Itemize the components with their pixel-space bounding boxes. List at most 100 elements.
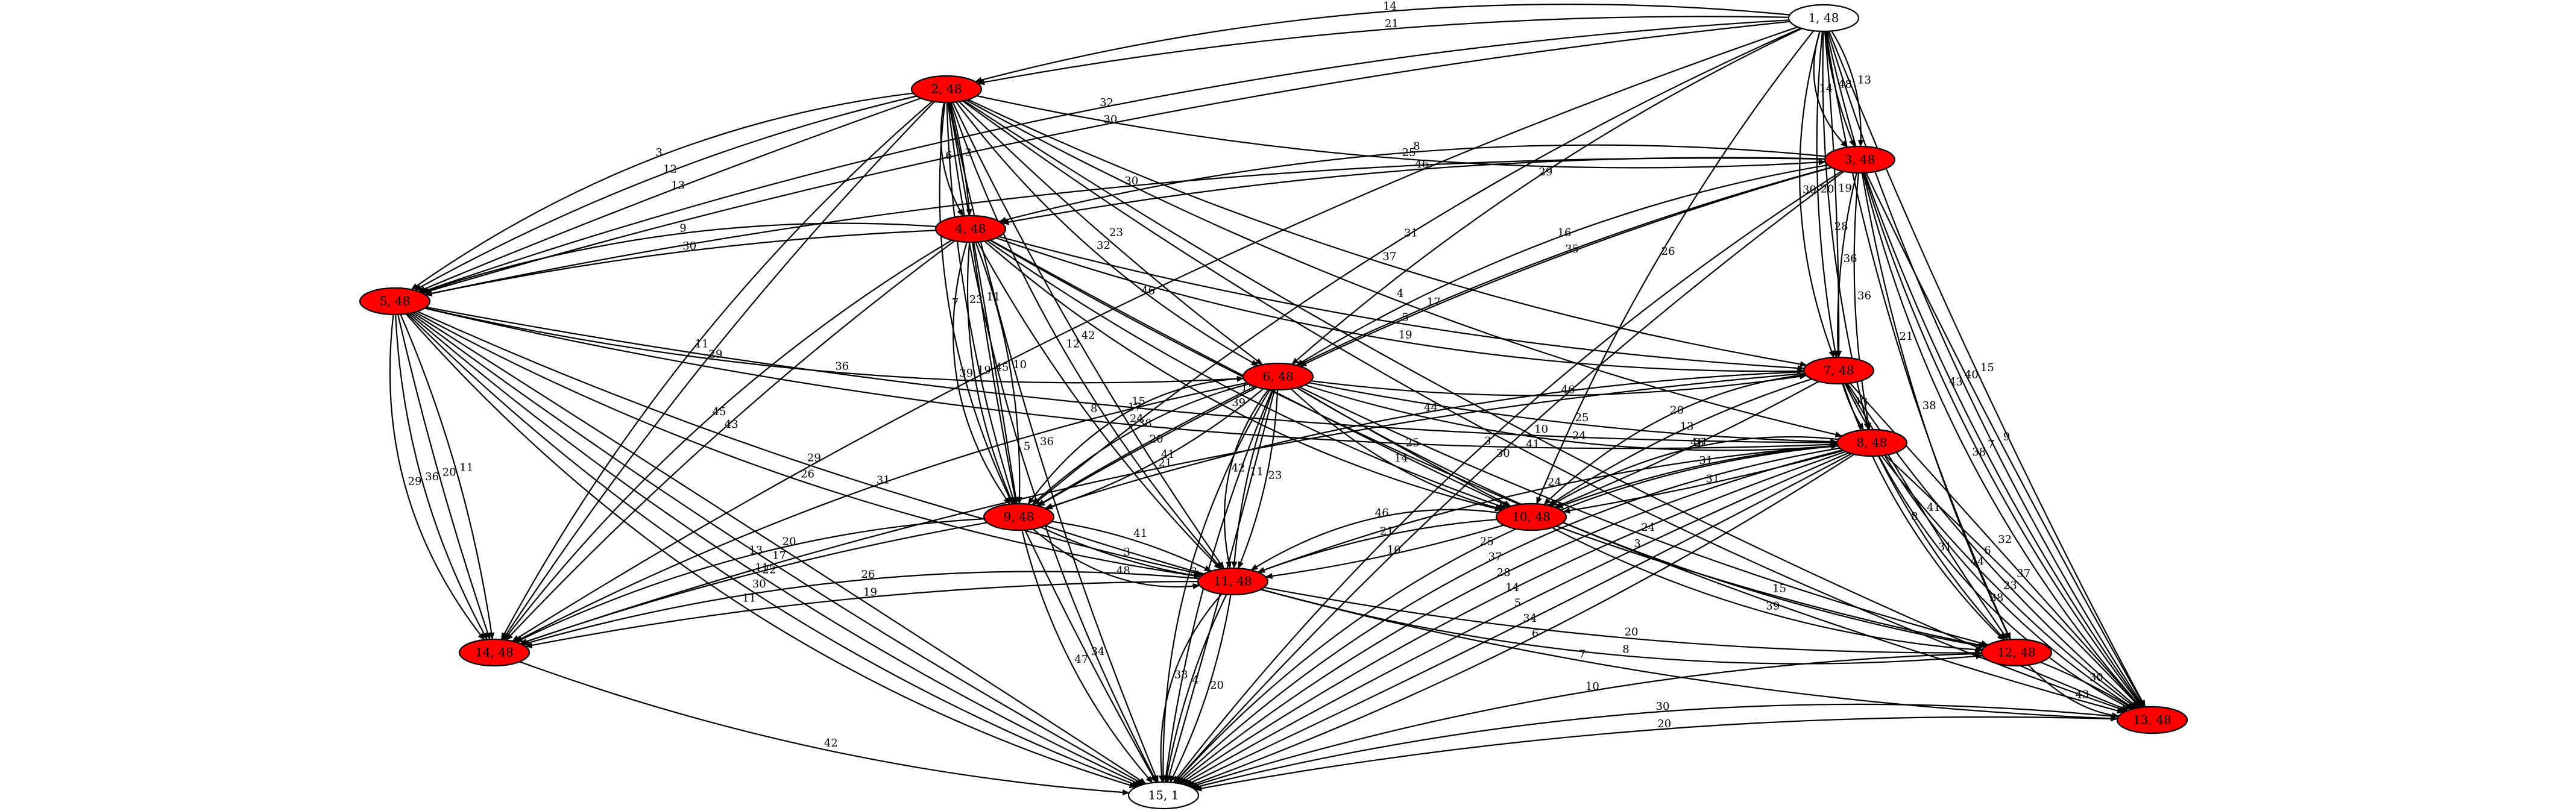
- edge-weight-label: 38: [1138, 417, 1152, 430]
- edge-3-4: [998, 144, 1826, 223]
- node-7: 7, 48: [1803, 356, 1875, 385]
- edge-weight-label: 32: [1998, 533, 2012, 546]
- edge-14-15: [519, 661, 1130, 796]
- edge-5-11: [417, 310, 1204, 577]
- node-ellipse: [1824, 145, 1896, 174]
- edge-8-15: [1176, 447, 1840, 784]
- edge-weight-label: 38: [1972, 446, 1986, 459]
- edge-7-10: [1554, 381, 1819, 508]
- node-3: 3, 48: [1824, 145, 1896, 174]
- node-label: 13, 48: [2133, 713, 2171, 727]
- edge-9-11: [1032, 528, 1200, 589]
- edge-weight-label: 20: [1625, 625, 1639, 638]
- edge-13-15: [1194, 716, 2118, 792]
- edge-1-6: [1291, 28, 1803, 365]
- edge-3-13: [1863, 172, 2144, 708]
- edge-6-12: [1296, 387, 1986, 649]
- edge-4-5: [424, 230, 936, 296]
- node-label: 14, 48: [475, 645, 514, 660]
- node-1: 1, 48: [1787, 4, 1860, 33]
- edge-weight-label: 10: [1534, 423, 1548, 436]
- edge-5-11: [414, 312, 1201, 579]
- edge-8-10: [1549, 436, 1839, 507]
- edge-weight-label: 24: [1548, 476, 1561, 489]
- edge-3-5: [424, 157, 1825, 296]
- edge-6-9: [1045, 388, 1264, 510]
- edge-weight-label: 20: [1657, 718, 1671, 730]
- node-ellipse: [1197, 567, 1269, 596]
- node-ellipse: [1836, 428, 1908, 457]
- edge-6-9: [1031, 383, 1250, 506]
- edge-6-12: [1299, 386, 1989, 647]
- edge-5-8: [424, 307, 1838, 449]
- edge-9-14: [515, 518, 984, 643]
- edge-12-15: [1189, 653, 1982, 788]
- edge-weight-label: 20: [1670, 404, 1684, 416]
- node-label: 12, 48: [1997, 645, 2036, 660]
- edge-weight-label: 8: [1091, 402, 1097, 415]
- edge-weight-label: 42: [1082, 329, 1095, 342]
- edge-10-11: [1257, 519, 1497, 573]
- edge-2-5: [411, 92, 913, 290]
- node-10: 10, 48: [1495, 503, 1567, 531]
- edge-weight-label: 26: [801, 468, 814, 481]
- edge-2-15: [948, 102, 1159, 783]
- edge-weight-label: 23: [969, 293, 983, 306]
- edge-6-11: [1223, 389, 1269, 569]
- edge-4-7: [996, 237, 1804, 374]
- edge-10-11: [1250, 509, 1499, 571]
- edge-weight-label: 41: [1526, 438, 1540, 451]
- edge-3-8: [1853, 172, 1871, 431]
- edge-1-5: [420, 19, 1789, 293]
- edge-weight-label: 13: [749, 544, 763, 557]
- edge-11-15: [1164, 594, 1227, 783]
- edge-4-9: [953, 242, 1010, 505]
- edge-weight-label: 48: [1116, 565, 1130, 577]
- edge-1-5: [421, 20, 1790, 295]
- edge-weight-label: 12: [1066, 337, 1080, 350]
- edge-2-15: [947, 102, 1157, 783]
- edge-weight-label: 14: [1819, 83, 1833, 95]
- edge-1-14: [512, 26, 1798, 642]
- edge-weight-label: 5: [1514, 597, 1521, 610]
- edge-8-10: [1563, 449, 1844, 514]
- edge-weight-label: 16: [1558, 227, 1572, 239]
- edge-weight-label: 13: [671, 179, 685, 192]
- edge-6-11: [1231, 389, 1274, 569]
- edge-weight-label: 17: [772, 550, 786, 562]
- edge-weight-label: 9: [2003, 430, 2010, 443]
- edge-weight-label: 43: [2076, 689, 2089, 701]
- edge-5-15: [412, 312, 1147, 784]
- node-6: 6, 48: [1242, 362, 1314, 391]
- node-label: 4, 48: [956, 222, 986, 236]
- edge-weight-label: 29: [807, 452, 821, 465]
- edge-11-14: [524, 581, 1198, 648]
- node-ellipse: [1127, 781, 1200, 810]
- edge-weight-label: 33: [1174, 669, 1188, 681]
- edge-weight-label: 46: [1141, 284, 1155, 297]
- edge-3-13: [1865, 172, 2146, 708]
- edge-2-9: [948, 102, 1019, 504]
- node-label: 7, 48: [1824, 363, 1854, 378]
- edge-weight-label: 39: [1766, 600, 1780, 612]
- node-label: 15, 1: [1148, 788, 1179, 803]
- edge-weight-label: 17: [1427, 296, 1441, 308]
- edge-weight-label: 45: [995, 362, 1009, 374]
- edge-weight-label: 13: [1857, 74, 1871, 87]
- node-label: 9, 48: [1004, 510, 1034, 524]
- edge-weight-label: 36: [835, 360, 849, 372]
- edge-weight-label: 5: [1024, 440, 1030, 453]
- edge-weight-label: 31: [1706, 473, 1720, 486]
- edge-weight-label: 13: [1680, 420, 1694, 433]
- edge-weight-label: 47: [1074, 653, 1088, 666]
- edge-5-15: [405, 313, 1137, 788]
- edge-6-10: [1290, 388, 1504, 511]
- edge-4-7: [999, 236, 1805, 371]
- node-label: 3, 48: [1845, 152, 1875, 167]
- edge-weight-label: 30: [682, 240, 696, 252]
- edge-weight-label: 34: [1091, 645, 1105, 658]
- edge-9-15: [1024, 530, 1157, 783]
- edge-weight-label: 26: [1661, 245, 1675, 258]
- edge-weight-label: 7: [1988, 438, 1994, 451]
